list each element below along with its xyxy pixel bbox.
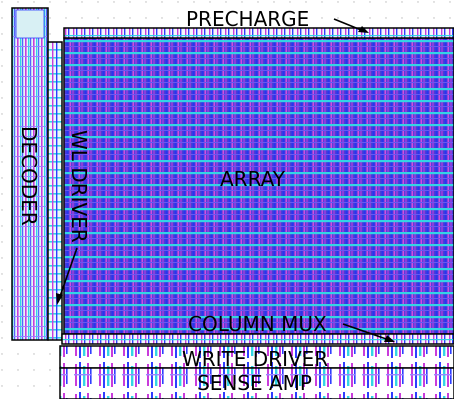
wl-driver-arrow-head xyxy=(56,293,63,305)
sense-amp-label: SENSE AMP xyxy=(197,371,312,395)
decoder-label: DECODER xyxy=(17,126,41,226)
precharge-label: PRECHARGE xyxy=(186,7,309,31)
arrow-heads xyxy=(56,26,395,342)
wl-driver-label: WL DRIVER xyxy=(67,130,91,243)
column-mux-block xyxy=(61,333,454,345)
column-mux-arrow xyxy=(342,323,393,342)
column-mux-label: COLUMN MUX xyxy=(188,312,327,336)
sense-amp-block xyxy=(59,367,454,400)
wl-driver-block xyxy=(47,41,63,341)
decoder-block xyxy=(11,7,49,341)
wl-driver-arrow xyxy=(57,247,78,303)
precharge-block xyxy=(63,27,454,39)
precharge-arrow-head xyxy=(358,26,369,33)
write-driver-label: WRITE DRIVER xyxy=(182,347,328,371)
array-block xyxy=(63,37,454,335)
array-label: ARRAY xyxy=(220,167,286,191)
column-mux-arrow-head xyxy=(384,335,395,342)
